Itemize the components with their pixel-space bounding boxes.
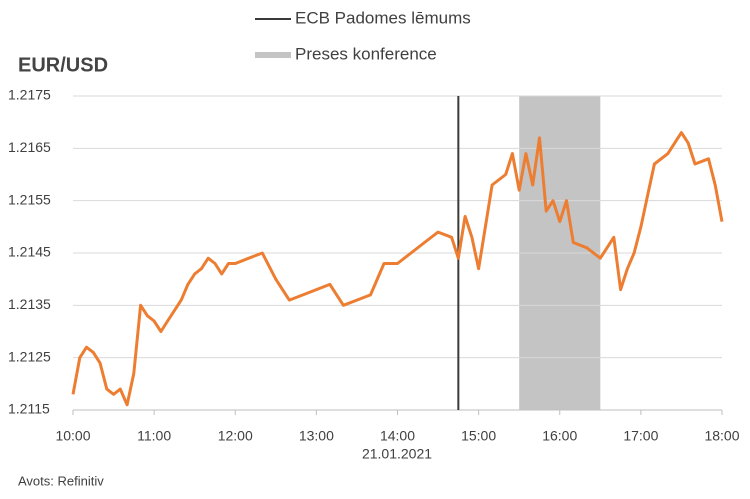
legend-label: Preses konference: [295, 44, 437, 63]
price-line: [71, 131, 724, 407]
x-tick-label: 11:00: [137, 428, 171, 444]
y-tick-label: 1.2175: [8, 87, 51, 103]
y-tick-label: 1.2135: [8, 296, 51, 312]
x-tick-label: 14:00: [380, 428, 415, 444]
x-tick-label: 13:00: [299, 428, 334, 444]
y-tick-label: 1.2165: [8, 139, 51, 155]
x-tick-label: 10:00: [55, 428, 90, 444]
x-tick-label: 17:00: [623, 428, 658, 444]
x-axis-label: 21.01.2021: [362, 446, 432, 462]
x-tick-label: 18:00: [704, 428, 739, 444]
chart-title: EUR/USD: [18, 54, 108, 76]
source: Avots: Refinitiv: [18, 473, 104, 488]
legend-label: ECB Padomes lēmums: [295, 8, 471, 27]
x-tick-label: 16:00: [542, 428, 577, 444]
y-tick-label: 1.2155: [8, 191, 51, 207]
x-tick-label: 15:00: [461, 428, 496, 444]
y-tick-label: 1.2145: [8, 244, 51, 260]
y-tick-label: 1.2115: [8, 401, 50, 417]
y-tick-label: 1.2125: [8, 348, 51, 364]
x-tick-label: 12:00: [218, 428, 253, 444]
